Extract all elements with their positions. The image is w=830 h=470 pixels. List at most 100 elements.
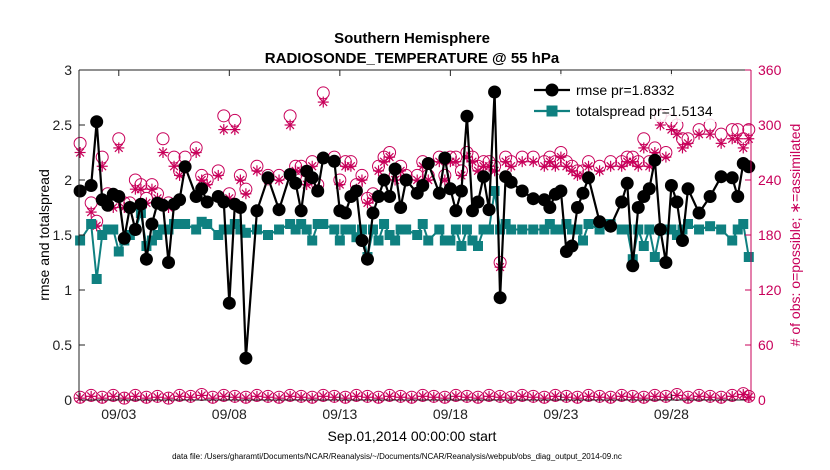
y-tick-label-right: 0 [758,392,766,408]
totalspread-point [727,235,738,246]
totalspread-point [467,235,478,246]
y-tick-label-right: 60 [758,337,774,353]
totalspread-point [191,224,202,235]
rmse-point [582,171,596,185]
obs-possible-point [156,132,170,146]
totalspread-point [169,219,180,229]
totalspread-point [649,252,660,262]
rmse-point [272,203,286,217]
rmse-point [626,259,640,273]
totalspread-point [738,219,749,229]
rmse-point [593,215,607,229]
rmse-point [421,157,435,170]
obs-assimilated-point [671,389,683,401]
totalspread-point [356,224,367,235]
rmse-point [477,170,491,184]
rmse-point [554,184,568,198]
obs-assimilated-point [505,392,517,404]
rmse-point [305,171,319,185]
obs-assimilated-point [627,391,639,403]
rmse-point [360,252,374,266]
totalspread-point [743,252,754,262]
obs-assimilated-point [737,142,749,154]
totalspread-point [683,219,693,229]
y-tick-label-right: 180 [758,227,782,243]
obs-assimilated-point [704,128,716,140]
rmse-point [742,160,756,174]
obs-assimilated-point [654,119,666,131]
obs-assimilated-point [450,390,462,402]
totalspread-point [75,235,86,246]
totalspread-point [312,219,323,229]
y-tick-label-left: 0 [64,392,72,408]
legend-spread-label: totalspread pr=1.5134 [576,103,713,119]
obs-assimilated-point [140,392,152,404]
totalspread-point [434,224,445,235]
totalspread-point [594,224,605,235]
obs-assimilated-point [693,128,705,140]
totalspread-point [417,219,428,229]
rmse-point [377,173,391,187]
chart-title: Southern Hemisphere [334,30,490,47]
obs-assimilated-point [632,160,644,172]
obs-assimilated-point [284,119,296,131]
totalspread-point [146,235,157,246]
obs-assimilated-point [317,96,329,108]
rmse-point [123,201,137,214]
totalspread-point [622,224,633,235]
rmse-point [388,162,402,176]
obs-assimilated-point [218,390,230,402]
legend: rmse pr=1.8332 totalspread pr=1.5134 [528,74,746,122]
obs-assimilated-point [306,392,318,404]
obs-assimilated-point [273,392,285,404]
rmse-point [648,153,662,167]
totalspread-point [677,224,688,235]
obs-assimilated-point [339,392,351,404]
rmse-point [543,201,557,214]
obs-assimilated-point [583,390,595,402]
totalspread-point [384,230,395,240]
obs-assimilated-point [406,392,418,404]
rmse-point [355,234,369,247]
axis-ticks: 0 0.5 1 1.5 2 2.5 3 0 60 120 180 240 300 360 09/03 09/0… [53,62,782,422]
rmse-point [443,182,457,196]
rmse-point [250,204,264,218]
obs-assimilated-point [571,392,583,404]
totalspread-point [423,235,434,246]
totalspread-point [506,224,517,235]
totalspread-point [666,224,677,235]
rmse-point [173,193,187,207]
obs-assimilated-point [605,392,617,404]
rmse-point [139,252,153,266]
rmse-point [438,151,452,165]
rmse-point [338,206,352,220]
obs-assimilated-point [732,133,744,145]
totalspread-point [163,224,174,235]
totalspread-point [379,219,390,229]
obs-assimilated-point [516,156,528,168]
rmse-point [670,195,684,209]
totalspread-point [224,224,235,235]
obs-assimilated-point [378,156,390,168]
obs-assimilated-point [135,183,147,195]
obs-assimilated-point [704,391,716,403]
rmse-point [731,190,745,203]
rmse-point [217,195,231,209]
totalspread-point [500,219,511,229]
rmse-point [327,154,341,168]
y-tick-label-left: 2 [64,172,72,188]
rmse-point [714,170,728,184]
y-tick-label-right: 300 [758,117,782,133]
obs-assimilated-point [560,160,572,172]
totalspread-point [616,224,627,235]
obs-assimilated-point [560,391,572,403]
data-file-footer: data file: /Users/gharamti/Documents/NCA… [172,452,622,461]
obs-assimilated-point [273,174,285,186]
obs-assimilated-point [373,392,385,404]
legend-rmse-label: rmse pr=1.8332 [576,82,675,98]
obs-assimilated-point [660,391,672,403]
rmse-point [515,184,529,198]
obs-assimilated-point [163,392,175,404]
totalspread-point [274,224,285,235]
obs-assimilated-point [196,389,208,401]
